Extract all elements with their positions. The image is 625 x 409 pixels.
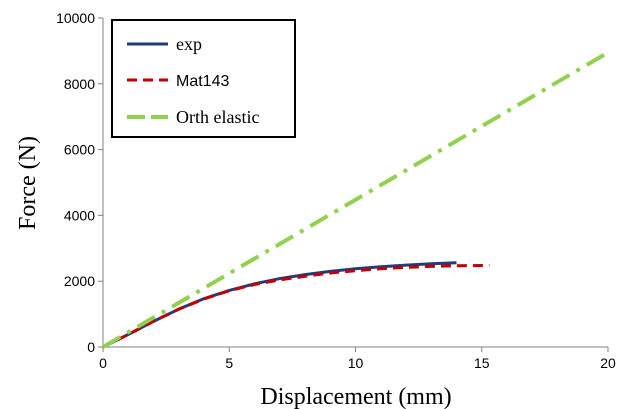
axes: 0 2000 4000 6000 8000 10000 0 5 10 15 20: [56, 10, 616, 371]
y-tick-label: 2000: [64, 273, 95, 289]
y-tick-label: 6000: [64, 142, 95, 158]
x-tick-label: 20: [600, 355, 616, 371]
series-layer: [101, 50, 610, 349]
series-line-mat143: [102, 263, 490, 349]
legend: exp Mat143 Orth elastic: [111, 19, 296, 138]
legend-label: exp: [176, 34, 202, 54]
y-tick-label: 0: [87, 339, 95, 355]
y-tick-label: 8000: [64, 76, 95, 92]
series-line-orth-elastic: [101, 50, 610, 349]
y-axis-title: Force (N): [15, 136, 41, 230]
x-tick-label: 10: [348, 355, 364, 371]
x-tick-label: 0: [99, 355, 107, 371]
series-line-exp: [102, 261, 457, 349]
y-tick-label: 10000: [56, 10, 95, 26]
y-tick-label: 4000: [64, 207, 95, 223]
x-tick-label: 15: [474, 355, 490, 371]
legend-label: Orth elastic: [176, 107, 259, 127]
x-axis-title: Displacement (mm): [260, 384, 451, 409]
legend-label: Mat143: [176, 73, 229, 90]
x-tick-label: 5: [225, 355, 233, 371]
